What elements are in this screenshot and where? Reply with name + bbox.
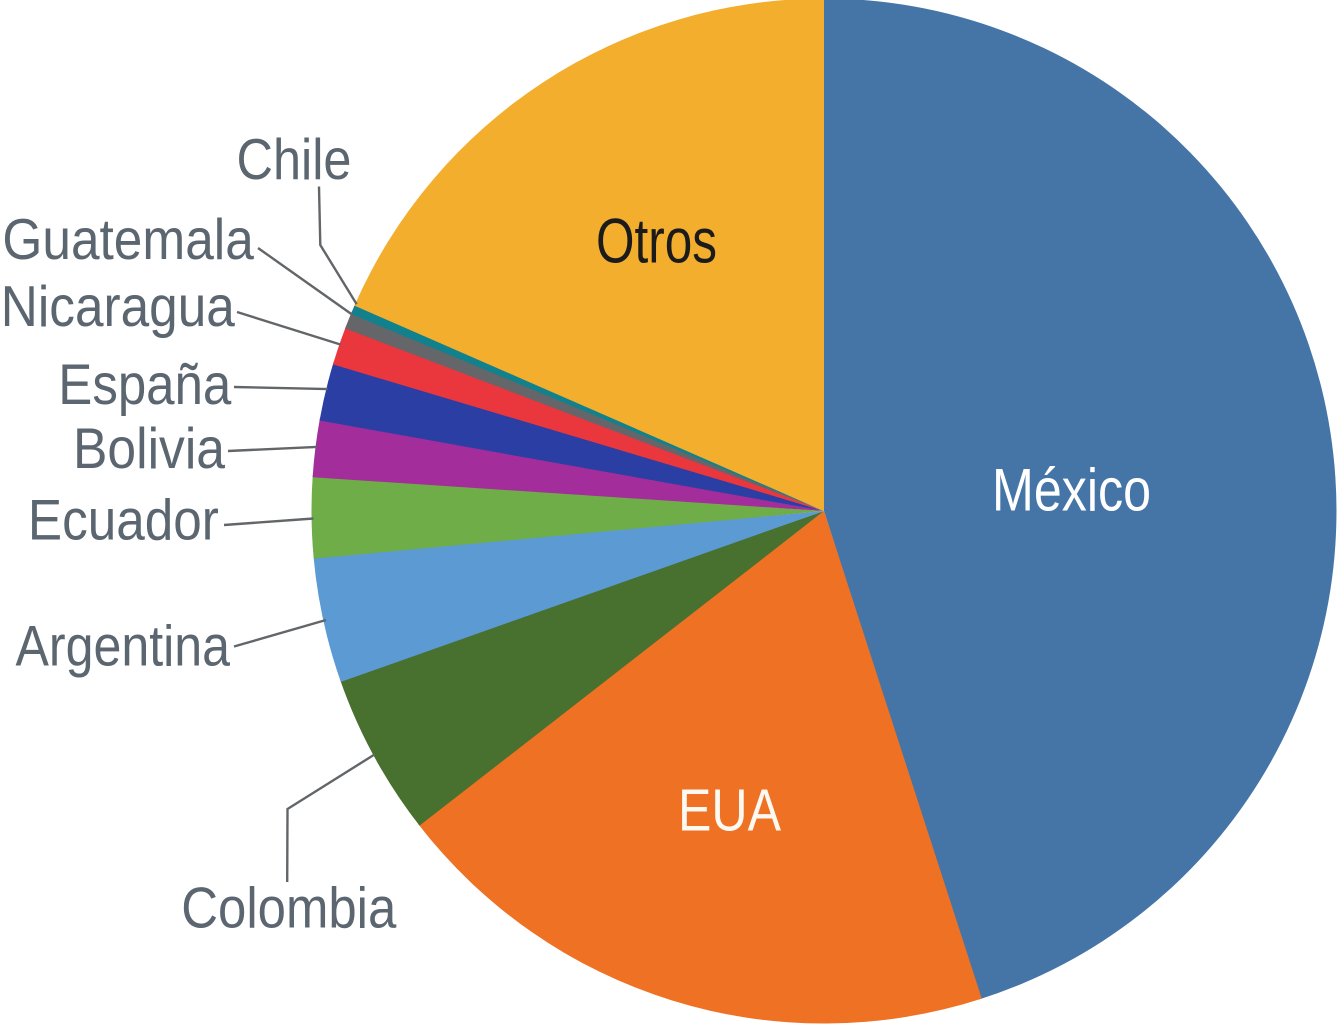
svg-text:México: México xyxy=(992,456,1151,524)
svg-text:Argentina: Argentina xyxy=(16,615,231,679)
svg-text:Chile: Chile xyxy=(237,128,352,192)
svg-text:Guatemala: Guatemala xyxy=(2,208,253,272)
svg-text:Otros: Otros xyxy=(596,206,717,276)
svg-text:Ecuador: Ecuador xyxy=(28,489,219,553)
svg-text:Colombia: Colombia xyxy=(181,876,396,940)
svg-text:Bolivia: Bolivia xyxy=(73,417,225,481)
svg-text:EUA: EUA xyxy=(678,777,781,844)
svg-text:Nicaragua: Nicaragua xyxy=(1,275,235,339)
svg-text:España: España xyxy=(58,353,231,417)
